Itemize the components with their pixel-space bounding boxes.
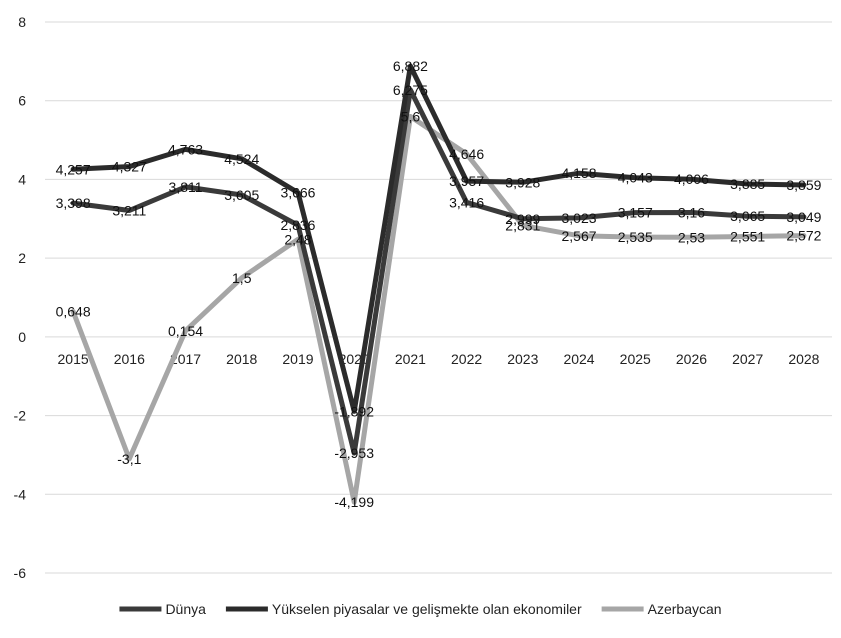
x-tick-label: 2022 xyxy=(451,351,482,367)
data-label: 3,398 xyxy=(56,195,91,211)
data-label: 3,157 xyxy=(618,205,653,221)
y-axis-ticks: -6 -4 -2 0 2 4 6 8 xyxy=(14,14,27,581)
data-label: 2,999 xyxy=(505,211,540,227)
legend: Dünya Yükselen piyasalar ve gelişmekte ol… xyxy=(119,601,722,617)
x-tick-label: 2023 xyxy=(507,351,538,367)
data-label: 4,043 xyxy=(618,170,653,186)
x-tick-label: 2028 xyxy=(788,351,819,367)
data-label: 4,646 xyxy=(449,146,484,162)
y-tick-label: -4 xyxy=(14,486,27,502)
data-label: 2,567 xyxy=(562,228,597,244)
y-tick-label: 2 xyxy=(18,250,26,266)
x-tick-label: 2024 xyxy=(563,351,594,367)
data-label: 3,065 xyxy=(730,208,765,224)
data-label: 6,882 xyxy=(393,58,428,74)
y-tick-label: 8 xyxy=(18,14,26,30)
data-label: -2,953 xyxy=(334,445,374,461)
data-label: 4,327 xyxy=(112,159,147,175)
data-label: 2,572 xyxy=(786,228,821,244)
x-tick-label: 2019 xyxy=(282,351,313,367)
data-label: 4,763 xyxy=(168,141,203,157)
data-label: 3,859 xyxy=(786,177,821,193)
data-label: -1,892 xyxy=(334,403,374,419)
data-label: 6,275 xyxy=(393,82,428,98)
legend-label: Dünya xyxy=(165,601,206,617)
data-label: 2,831 xyxy=(505,217,540,233)
data-label: 1,5 xyxy=(232,270,252,286)
data-label: 5,6 xyxy=(401,108,421,124)
x-tick-label: 2027 xyxy=(732,351,763,367)
data-label: 3,957 xyxy=(449,173,484,189)
data-label: 4,257 xyxy=(56,161,91,177)
series-lines xyxy=(70,63,807,505)
x-axis-ticks: 2015 2016 2017 2018 2019 2020 2021 2022 2023 2024… xyxy=(58,351,820,367)
data-label: 3,211 xyxy=(112,202,146,218)
data-label: -3,1 xyxy=(117,451,141,467)
y-tick-label: 6 xyxy=(18,93,26,109)
data-label: 3,023 xyxy=(562,210,597,226)
y-tick-label: -6 xyxy=(14,565,27,581)
data-label: 2,53 xyxy=(678,229,705,245)
legend-label: Azerbaycan xyxy=(648,601,722,617)
series-line xyxy=(70,114,807,505)
data-label: -4,199 xyxy=(334,494,374,510)
data-label: 3,605 xyxy=(224,187,259,203)
y-tick-label: -2 xyxy=(14,408,27,424)
data-label: 2,535 xyxy=(618,229,653,245)
data-label: 3,16 xyxy=(678,204,705,220)
legend-label: Yükselen piyasalar ve gelişmekte olan ek… xyxy=(272,601,582,617)
y-tick-label: 0 xyxy=(18,329,26,345)
y-tick-label: 4 xyxy=(18,171,26,187)
data-label: 2,551 xyxy=(730,228,765,244)
series-line xyxy=(70,63,807,414)
data-label: 3,811 xyxy=(169,179,203,195)
series-line xyxy=(70,87,807,456)
data-label: 0,154 xyxy=(168,323,203,339)
data-label: 4,158 xyxy=(562,165,597,181)
data-label: 3,928 xyxy=(505,174,540,190)
x-tick-label: 2021 xyxy=(395,351,426,367)
gridlines xyxy=(45,21,832,574)
data-label: 3,666 xyxy=(280,185,315,201)
x-tick-label: 2018 xyxy=(226,351,257,367)
data-label: 2,48 xyxy=(284,231,311,247)
x-tick-label: 2026 xyxy=(676,351,707,367)
x-tick-label: 2015 xyxy=(58,351,89,367)
data-label: 4,006 xyxy=(674,171,709,187)
data-label: 4,524 xyxy=(224,151,259,167)
x-tick-label: 2017 xyxy=(170,351,201,367)
data-label: 3,049 xyxy=(786,209,821,225)
data-label: 3,885 xyxy=(730,176,765,192)
data-label: 3,416 xyxy=(449,194,484,210)
x-tick-label: 2025 xyxy=(620,351,651,367)
x-tick-label: 2016 xyxy=(114,351,145,367)
data-label: 2,836 xyxy=(280,217,315,233)
data-label: 0,648 xyxy=(56,303,91,319)
data-labels: 3,398 3,211 3,811 3,605 2,836 -2,953 6,275 3,41… xyxy=(56,58,822,510)
